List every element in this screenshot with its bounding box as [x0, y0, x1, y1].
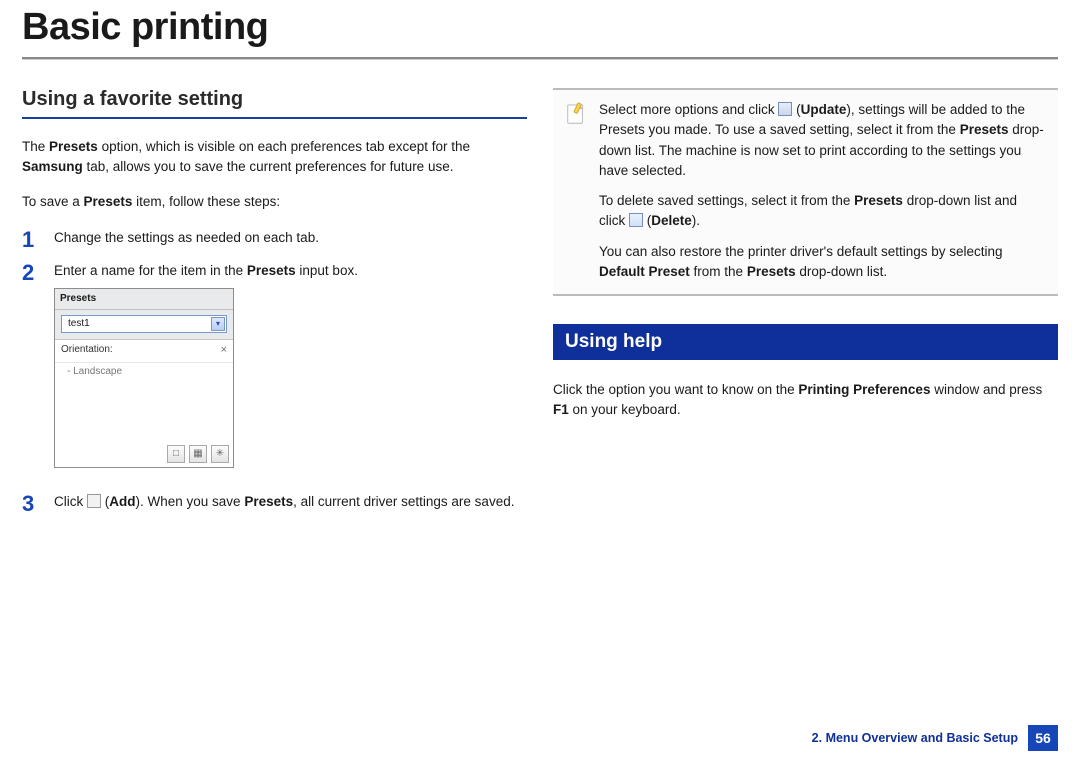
- presets-panel: Presets test1 ▾ Orientation: × - Land: [54, 288, 234, 468]
- note-p2: To delete saved settings, select it from…: [599, 191, 1046, 232]
- step-2-text: Enter a name for the item in the Presets…: [54, 261, 527, 281]
- page-title: Basic printing: [22, 0, 1058, 49]
- footer-chapter: 2. Menu Overview and Basic Setup: [812, 731, 1018, 745]
- step-number: 3: [22, 492, 40, 515]
- steps-lead: To save a Presets item, follow these ste…: [22, 192, 527, 212]
- presets-button-row: □ ▦ ✳: [167, 445, 229, 463]
- presets-combobox-value: test1: [68, 317, 90, 332]
- title-rule-shadow: [22, 59, 1058, 60]
- step-2: 2 Enter a name for the item in the Prese…: [22, 261, 527, 482]
- footer: 2. Menu Overview and Basic Setup 56: [812, 725, 1058, 751]
- right-column: Select more options and click (Update), …: [553, 88, 1058, 525]
- row-subvalue: - Landscape: [55, 363, 233, 384]
- section-heading-help: Using help: [553, 324, 1058, 360]
- note-p1: Select more options and click (Update), …: [599, 100, 1046, 181]
- help-paragraph: Click the option you want to know on the…: [553, 380, 1058, 419]
- manual-page: Basic printing Using a favorite setting …: [0, 0, 1080, 763]
- presets-list: Orientation: × - Landscape □ ▦ ✳: [55, 339, 233, 467]
- section-heading-favorite: Using a favorite setting: [22, 88, 527, 119]
- presets-combobox[interactable]: test1 ▾: [61, 315, 227, 333]
- note-body: Select more options and click (Update), …: [599, 100, 1046, 282]
- page-number: 56: [1028, 725, 1058, 751]
- step-text: Change the settings as needed on each ta…: [54, 228, 527, 251]
- note-icon: [565, 100, 589, 282]
- note-p3: You can also restore the printer driver'…: [599, 242, 1046, 283]
- step-text: Enter a name for the item in the Presets…: [54, 261, 527, 482]
- step-1: 1 Change the settings as needed on each …: [22, 228, 527, 251]
- left-column: Using a favorite setting The Presets opt…: [22, 88, 527, 525]
- preset-delete-icon[interactable]: ✳: [211, 445, 229, 463]
- step-number: 2: [22, 261, 40, 482]
- preset-add-icon[interactable]: □: [167, 445, 185, 463]
- columns: Using a favorite setting The Presets opt…: [22, 88, 1058, 525]
- step-3: 3 Click (Add). When you save Presets, al…: [22, 492, 527, 515]
- note-box: Select more options and click (Update), …: [553, 88, 1058, 296]
- presets-list-row[interactable]: Orientation: ×: [55, 340, 233, 363]
- presets-panel-title: Presets: [55, 289, 233, 310]
- chevron-down-icon[interactable]: ▾: [211, 317, 225, 331]
- preset-update-icon[interactable]: ▦: [189, 445, 207, 463]
- step-number: 1: [22, 228, 40, 251]
- close-icon[interactable]: ×: [221, 343, 227, 359]
- row-label: Orientation:: [61, 343, 113, 358]
- step-text: Click (Add). When you save Presets, all …: [54, 492, 527, 515]
- intro-paragraph: The Presets option, which is visible on …: [22, 137, 527, 176]
- steps-list: 1 Change the settings as needed on each …: [22, 228, 527, 515]
